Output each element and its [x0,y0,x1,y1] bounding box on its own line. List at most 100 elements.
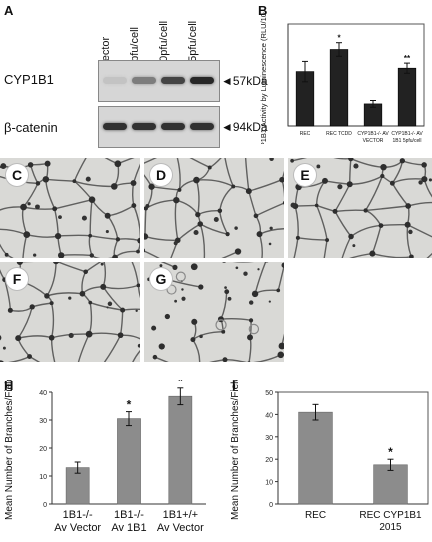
capillary-segment [133,183,134,206]
cell-node [224,289,229,294]
capillary-segment [224,158,233,186]
band [132,77,156,84]
capillary-segment [392,183,408,206]
capillary-segment [292,238,298,258]
capillary-segment [55,200,92,209]
capillary-segment [225,360,249,362]
cell-node [405,203,411,209]
cell-node [380,174,384,178]
cell-debris [408,230,412,234]
capillary-segment [52,303,54,338]
row-label-cyp1b1: CYP1B1 [4,72,54,87]
cell-debris [69,333,74,338]
chart-b-category-label: REC TCDD [326,131,352,137]
cell-node [191,263,198,270]
chart-h-significance-mark: * [127,398,132,412]
capillary-segment [103,262,105,287]
cell-node [225,232,229,236]
capillary-segment [335,210,366,211]
capillary-segment [317,205,327,240]
panel-label-e: E [294,164,316,186]
cell-debris [224,286,227,289]
cell-node [235,248,241,254]
cell-node [282,262,284,268]
cell-debris [236,266,239,269]
band [161,77,185,84]
cell-node [58,252,64,258]
panel-label-a: A [4,3,13,18]
band [103,77,127,84]
capillary-segment [366,210,381,225]
cell-node [347,181,353,187]
capillary-segment [407,225,411,257]
capillary-segment [424,242,432,258]
capillary-segment [193,340,200,362]
cell-debris [269,243,272,246]
capillary-segment [255,290,278,294]
cell-node [15,335,21,341]
cell-debris [257,268,259,270]
capillary-segment [196,180,199,215]
cell-node [409,254,414,258]
cell-debris [3,347,6,350]
cell-debris [270,227,273,230]
capillary-segment [89,303,91,335]
cell-node [276,289,280,293]
capillary-segment [249,191,256,216]
cell-node [89,196,96,203]
capillary-segment [298,238,327,240]
capillary-segment [90,200,92,236]
cell-debris [159,264,162,267]
capillary-segment [118,239,140,241]
cell-node [136,250,140,254]
capillary-segment [103,285,138,288]
cell-node [277,352,284,359]
cell-node [390,181,395,186]
chart-h-bar [117,419,140,504]
capillary-segment [424,179,432,203]
cell-node [30,304,35,309]
capillary-segment [131,262,139,285]
cell-node [279,177,284,183]
cell-debris [138,344,140,348]
capillary-segment [89,236,91,256]
capillary-segment [350,159,351,185]
cell-debris [337,184,342,189]
capillary-segment [138,285,140,310]
capillary-segment [144,250,169,258]
capillary-segment [134,206,140,241]
capillary-segment [92,255,115,258]
cell-node [45,161,51,167]
cell-node [52,206,57,211]
cell-debris [86,177,91,182]
capillary-segment [134,158,140,183]
capillary-segment [317,205,335,211]
cell-node [400,158,405,163]
capillary-segment [260,234,263,258]
chart-i-y-tick-label: 30 [265,435,273,442]
capillary-segment [24,183,38,207]
capillary-segment [82,287,103,294]
capillary-segment [10,307,32,311]
cell-node [0,335,1,341]
cell-debris [234,226,237,229]
capillary-segment [292,158,323,161]
cell-node [114,160,121,167]
capillary-segment [114,164,118,187]
chart-i-y-tick-label: 0 [269,502,273,509]
cell-node [252,291,258,297]
chart-h-y-tick-label: 10 [39,474,47,481]
capillary-segment [335,211,351,236]
cell-node [315,204,319,208]
cell-debris [353,164,358,169]
capillary-segment [55,209,58,236]
cell-node [348,234,354,240]
capillary-segment [47,262,56,296]
chart-i-y-tick-label: 20 [265,457,273,464]
cell-debris [27,202,30,205]
cell-debris [228,297,232,301]
